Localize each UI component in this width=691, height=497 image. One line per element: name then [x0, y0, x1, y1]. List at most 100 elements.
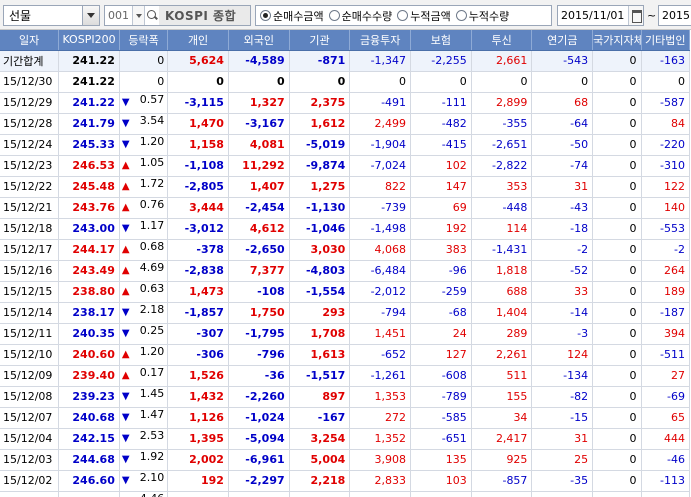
calendar-icon[interactable] [628, 6, 643, 25]
other-cell: 122 [641, 176, 690, 198]
column-header[interactable]: 투신 [471, 30, 533, 51]
table-row[interactable]: 15/12/17 244.17 ▲ 0.68 -378 -2,650 3,030 4,068 3… [0, 239, 690, 261]
table-row[interactable]: 15/12/30 241.22 0 0 0 0 0 0 0 0 0 0 [0, 71, 690, 93]
radio-option-0[interactable]: 순매수금액 [260, 8, 324, 24]
start-date-field[interactable]: 2015/11/01 [557, 5, 644, 26]
table-row[interactable]: 15/12/07 240.68 ▼ 1.47 1,126 -1,024 -167 272 -58… [0, 407, 690, 429]
trust-cell: -857 [471, 470, 533, 492]
date-cell: 15/12/15 [0, 281, 60, 303]
foreign-cell: 4,611 [228, 491, 290, 497]
index-code-input[interactable]: 001 KOSPI 종합 [104, 5, 251, 26]
change-cell: 0 [119, 50, 169, 72]
table-row[interactable]: 15/12/22 245.48 ▲ 1.72 -2,805 1,407 1,275 822 14… [0, 176, 690, 198]
insurance-cell: -789 [410, 386, 472, 408]
other-cell: -46 [641, 449, 690, 471]
trust-cell: 1,404 [471, 302, 533, 324]
column-header[interactable]: 기관 [289, 30, 351, 51]
table-header-row: 일자 KOSPI200 등락폭 개인 외국인 기관 금융투자 보험 투신 연기금 국가지자체 기타법인 [0, 30, 690, 51]
end-date-field[interactable]: 2015 [658, 5, 691, 26]
date-cell: 15/12/08 [0, 386, 60, 408]
change-value: 0.76 [139, 197, 165, 211]
foreign-cell: 7,377 [228, 260, 290, 282]
table-row[interactable]: 15/12/11 240.35 ▼ 0.25 -307 -1,795 1,708 1,451 2… [0, 323, 690, 345]
column-header[interactable]: 일자 [0, 30, 60, 51]
summary-row[interactable]: 기간합계 241.22 0 5,624 -4,589 -871 -1,347 -2,255 2,… [0, 50, 690, 72]
foreign-cell: 0 [228, 71, 290, 93]
table-row[interactable]: 15/12/24 245.33 ▼ 1.20 1,158 4,081 -5,019 -1,90… [0, 134, 690, 156]
date-cell: 15/12/03 [0, 449, 60, 471]
search-icon[interactable] [145, 6, 159, 25]
table-row[interactable]: 15/12/29 241.22 ▼ 0.57 -3,115 1,327 2,375 -491-… [0, 92, 690, 114]
radio-option-1[interactable]: 순매수수량 [328, 8, 392, 24]
other-cell: 188 [641, 491, 690, 497]
end-date-value[interactable]: 2015 [662, 9, 690, 22]
date-cell: 15/12/07 [0, 407, 60, 429]
index-cell: 245.33 [58, 134, 120, 156]
column-header[interactable]: KOSPI200 [58, 30, 120, 51]
institution-cell: -9,874 [289, 155, 351, 177]
table-row[interactable]: 15/12/02 246.60 ▼ 2.10 192 -2,297 2,218 2,833 10… [0, 470, 690, 492]
index-cell: 241.22 [58, 92, 120, 114]
change-cell: ▼ 1.20 [119, 134, 169, 156]
other-cell: -553 [641, 218, 690, 240]
code-dropdown-button[interactable] [132, 6, 145, 25]
change-cell: ▼ 2.18 [119, 302, 169, 324]
table-row[interactable]: 15/12/15 238.80 ▲ 0.63 1,473 -108 -1,554 -2,012… [0, 281, 690, 303]
institution-cell: -5,019 [289, 134, 351, 156]
table-row[interactable]: 15/12/10 240.60 ▲ 1.20 -306 -796 1,613 -652 127 2… [0, 344, 690, 366]
gov-cell: 0 [592, 470, 642, 492]
table-row[interactable]: 15/12/28 241.79 ▼ 3.54 1,470 -3,167 1,612 2,499… [0, 113, 690, 135]
column-header[interactable]: 보험 [410, 30, 472, 51]
gov-cell: 0 [592, 344, 642, 366]
foreign-cell: -108 [228, 281, 290, 303]
table-row[interactable]: 15/12/09 239.40 ▲ 0.17 1,526 -36 -1,517 -1,261-… [0, 365, 690, 387]
table-row[interactable]: 15/12/03 244.68 ▼ 1.92 2,002 -6,961 5,004 3,908… [0, 449, 690, 471]
institution-cell: -1,554 [289, 281, 351, 303]
index-code[interactable]: 001 [108, 9, 129, 22]
index-cell: 240.35 [58, 323, 120, 345]
table-row[interactable]: 15/12/01248.70▲ 4.46-1,8334,611-2,965-3,5… [0, 491, 690, 497]
column-header[interactable]: 기타법인 [641, 30, 690, 51]
table-row[interactable]: 15/12/18 243.00 ▼ 1.17 -3,012 4,612 -1,046 -1,4… [0, 218, 690, 240]
radio-button-icon[interactable] [397, 10, 409, 21]
table-row[interactable]: 15/12/14 238.17 ▼ 2.18 -1,857 1,750 293 -794 -68… [0, 302, 690, 324]
radio-button-icon[interactable] [260, 10, 271, 21]
fin-cell: 1,353 [349, 386, 412, 408]
radio-button-icon[interactable] [455, 10, 467, 21]
column-header[interactable]: 등락폭 [119, 30, 169, 51]
insurance-cell: -651 [410, 428, 472, 450]
radio-option-2[interactable]: 누적금액 [397, 8, 451, 24]
table-row[interactable]: 15/12/21 243.76 ▲ 0.76 3,444 -2,454 -1,130 -739… [0, 197, 690, 219]
institution-cell: 2,218 [289, 470, 351, 492]
index-cell: 243.00 [58, 218, 120, 240]
investor-trading-table[interactable]: 일자 KOSPI200 등락폭 개인 외국인 기관 금융투자 보험 투신 연기금 국가지자체 기타법인… [0, 30, 691, 497]
column-header[interactable]: 연기금 [531, 30, 594, 51]
change-value: 0.63 [139, 281, 165, 295]
column-header[interactable]: 외국인 [228, 30, 290, 51]
column-header[interactable]: 국가지자체 [592, 30, 642, 51]
column-header[interactable]: 개인 [167, 30, 229, 51]
table-row[interactable]: 15/12/08 239.23 ▼ 1.45 1,432 -2,260 897 1,353 -7… [0, 386, 690, 408]
table-row[interactable]: 15/12/04 242.15 ▼ 2.53 1,395 -5,094 3,254 1,352… [0, 428, 690, 450]
table-row[interactable]: 15/12/16 243.49 ▲ 4.69 -2,838 7,377 -4,803 -6,4… [0, 260, 690, 282]
fin-cell: -491 [349, 92, 412, 114]
dropdown-button[interactable] [82, 6, 99, 25]
start-date-value[interactable]: 2015/11/01 [561, 9, 625, 22]
other-cell: -587 [641, 92, 690, 114]
date-cell: 15/12/21 [0, 197, 60, 219]
insurance-cell: -96 [410, 260, 472, 282]
date-cell: 15/12/18 [0, 218, 60, 240]
institution-cell: 1,613 [289, 344, 351, 366]
gov-cell: 0 [592, 50, 642, 72]
radio-button-icon[interactable] [328, 10, 340, 21]
radio-option-3[interactable]: 누적수량 [455, 8, 509, 24]
market-select[interactable]: 선물 [3, 5, 100, 26]
column-header[interactable]: 금융투자 [349, 30, 412, 51]
change-cell: ▼ 2.10 [119, 470, 169, 492]
date-cell: 15/12/30 [0, 71, 60, 93]
change-value: 3.54 [139, 113, 165, 127]
pension-cell: 124 [531, 344, 594, 366]
gov-cell: 0 [592, 386, 642, 408]
table-row[interactable]: 15/12/23 246.53 ▲ 1.05 -1,108 11,292 -9,874 -7,… [0, 155, 690, 177]
foreign-cell: 11,292 [228, 155, 290, 177]
